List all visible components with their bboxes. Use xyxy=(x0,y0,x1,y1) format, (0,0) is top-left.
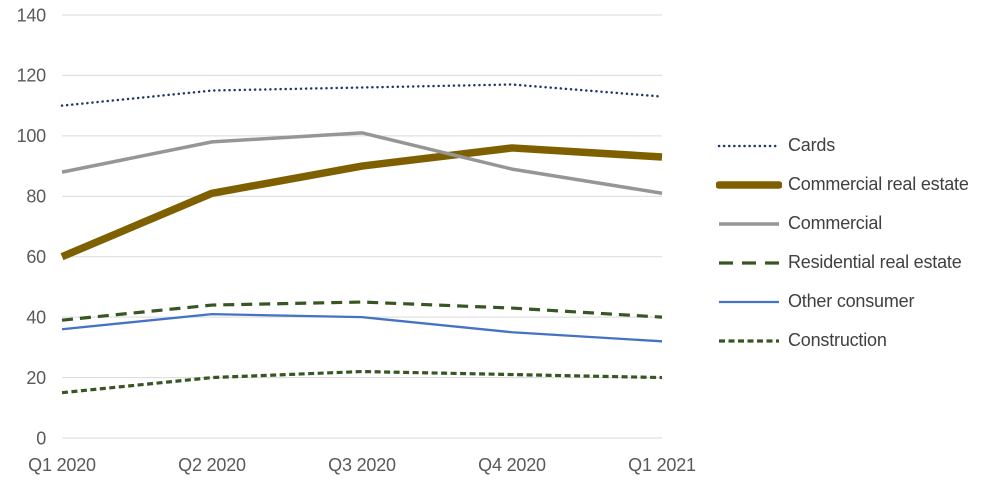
legend-item-commercial: Commercial xyxy=(716,204,969,243)
y-axis-tick-label: 120 xyxy=(17,66,47,86)
series-line-other-consumer xyxy=(61,312,663,343)
legend-item-other-consumer: Other consumer xyxy=(716,282,969,321)
series-line-cards xyxy=(60,83,664,107)
y-axis-tick-label: 60 xyxy=(26,247,46,267)
series-line-residential-real-estate xyxy=(61,300,663,322)
x-axis-tick-label: Q4 2020 xyxy=(478,455,546,475)
y-axis-tick-label: 40 xyxy=(26,307,46,327)
plot-area: 0 20 40 60 80 100 120 140 Q1 2020 Q2 2020 Q3 2020 Q… xyxy=(17,5,697,475)
x-axis-tick-label: Q1 2020 xyxy=(28,455,96,475)
series-line-commercial xyxy=(61,131,663,195)
x-axis-tick-label: Q2 2020 xyxy=(178,455,246,475)
legend-marker-commercial-icon xyxy=(719,221,779,226)
legend-label-cards: Cards xyxy=(788,135,836,155)
legend-item-commercial-real-estate: Commercial real estate xyxy=(716,165,969,204)
legend-item-construction: Construction xyxy=(716,321,969,360)
legend-item-cards: Cards xyxy=(716,126,969,165)
x-axis-tick-label: Q1 2021 xyxy=(628,455,696,475)
y-axis-tick-label: 0 xyxy=(36,428,46,448)
legend-marker-residential-real-estate-icon xyxy=(719,260,779,265)
legend-label-other-consumer: Other consumer xyxy=(788,291,915,311)
legend-marker-cards-icon xyxy=(717,144,781,147)
legend-label-commercial-real-estate: Commercial real estate xyxy=(788,174,969,194)
legend: Cards Commercial real estate Commercial Res… xyxy=(716,126,969,360)
legend-marker-commercial-real-estate-icon xyxy=(716,180,782,189)
legend-marker-construction-icon xyxy=(719,338,779,343)
legend-marker-other-consumer-icon xyxy=(719,300,779,303)
legend-label-residential-real-estate: Residential real estate xyxy=(788,252,962,272)
y-axis-tick-label: 20 xyxy=(26,368,46,388)
legend-label-commercial: Commercial xyxy=(788,213,883,233)
x-axis-tick-label: Q3 2020 xyxy=(328,455,396,475)
series-line-commercial-real-estate xyxy=(60,144,663,261)
legend-item-residential-real-estate: Residential real estate xyxy=(716,243,969,282)
y-axis-tick-label: 100 xyxy=(17,126,47,146)
series-line-construction xyxy=(61,369,663,395)
legend-label-construction: Construction xyxy=(788,330,887,350)
y-axis-tick-label: 80 xyxy=(26,187,46,207)
y-axis-tick-label: 140 xyxy=(17,5,47,25)
